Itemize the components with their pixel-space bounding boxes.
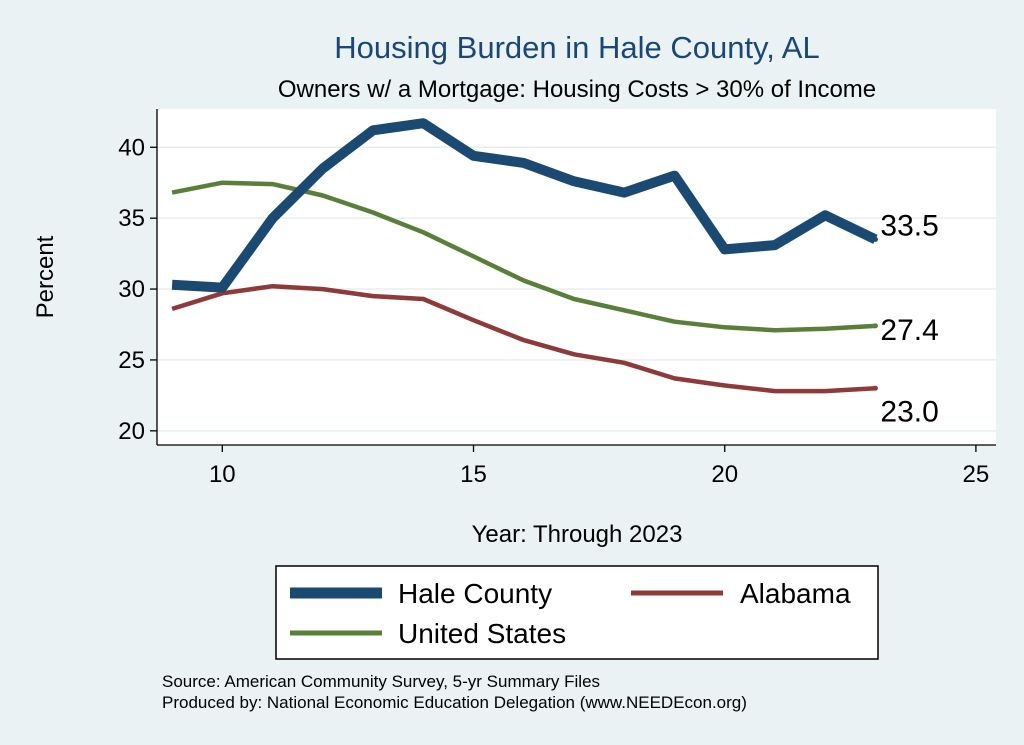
source-line-2: Produced by: National Economic Education… xyxy=(162,693,747,712)
end-labels: 33.5 27.4 23.0 xyxy=(880,209,938,428)
series-end-point-united-states xyxy=(872,323,878,329)
legend-label-alabama: Alabama xyxy=(740,578,851,609)
series-end-point-hale-county xyxy=(872,236,878,242)
series-end-point-alabama xyxy=(872,385,878,391)
plot-area xyxy=(157,109,996,445)
axes: 20 25 30 35 40 10 15 20 25 xyxy=(118,109,996,488)
chart-subtitle: Owners w/ a Mortgage: Housing Costs > 30… xyxy=(278,76,876,103)
y-tick-label-30: 30 xyxy=(118,276,145,303)
y-tick-label-20: 20 xyxy=(118,418,145,445)
x-tick-label-10: 10 xyxy=(209,461,236,488)
x-tick-label-15: 15 xyxy=(460,461,487,488)
end-label-alabama: 23.0 xyxy=(880,395,938,428)
x-axis-title: Year: Through 2023 xyxy=(472,521,683,548)
end-label-united-states: 27.4 xyxy=(880,314,938,347)
y-tick-label-40: 40 xyxy=(118,134,145,161)
legend-box xyxy=(275,565,879,660)
series-line-alabama xyxy=(171,283,876,394)
end-label-hale-county: 33.5 xyxy=(880,209,938,242)
series-line-hale-county xyxy=(171,118,878,293)
series-line-united-states xyxy=(171,180,876,333)
y-tick-label-35: 35 xyxy=(118,205,145,232)
legend-label-united-states: United States xyxy=(398,618,566,649)
legend: Hale County Alabama United States xyxy=(275,565,879,660)
chart-title: Housing Burden in Hale County, AL xyxy=(334,30,819,65)
series-layer xyxy=(171,118,878,394)
x-tick-label-25: 25 xyxy=(963,461,990,488)
x-tick-label-20: 20 xyxy=(711,461,738,488)
y-tick-label-25: 25 xyxy=(118,347,145,374)
y-axis-title: Percent xyxy=(32,235,59,318)
source-line-1: Source: American Community Survey, 5-yr … xyxy=(162,672,600,691)
legend-label-hale-county: Hale County xyxy=(398,578,552,609)
